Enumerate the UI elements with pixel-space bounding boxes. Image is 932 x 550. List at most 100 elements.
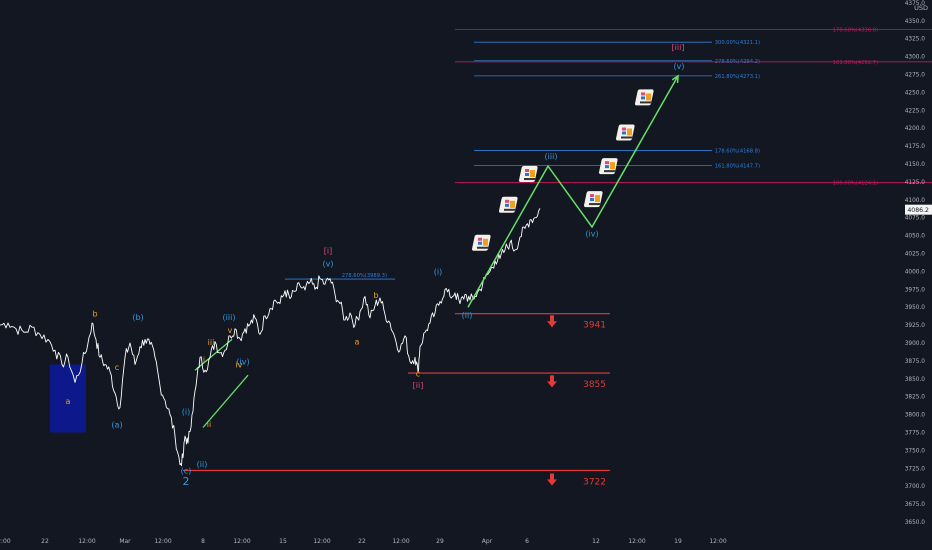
x-tick-label: Mar [119,538,131,545]
y-axis[interactable]: USD 3650.0 3675.0 3700.0 3725.0 3750.0 3775.0… [905,1,928,526]
wave-label: ii [207,420,211,429]
wave-label: c [416,370,420,379]
y-tick-label: 3800.0 [905,413,926,419]
y-tick-label: 4375.0 [905,1,926,7]
last-price-value: 4086.2 [907,207,929,214]
chart-sticker-icon [518,166,538,183]
y-tick-label: 4125.0 [905,180,926,186]
wave-label: b [92,310,97,319]
support-level-label: 3855 [583,380,606,390]
y-tick-label: 3700.0 [905,484,926,490]
y-tick-label: 3650.0 [905,520,926,526]
fib-level-label: 261.80%(4273.1) [715,74,760,80]
x-tick-label: 12:00 [709,538,726,545]
x-tick-label: 22 [358,538,366,545]
x-tick-label: 12:00 [78,538,95,545]
wave-label: a [355,337,360,346]
x-tick-label: 12:00 [0,538,11,545]
wave-label: i [203,355,205,364]
wave-label: (c) [181,466,192,475]
wave-label: v [228,326,233,335]
last-price-layer: 4086.2 [905,204,932,215]
fib-level-label: 100.00%(4124.1) [833,181,878,187]
wave-label: (iv) [585,229,598,238]
x-tick-label: 29 [436,538,444,545]
y-tick-label: 3875.0 [905,359,926,365]
shaded-box-layer [50,364,86,433]
support-level-label: 3941 [583,321,606,331]
wave-label: (iv) [236,357,249,366]
wave-label: (v) [323,259,334,268]
wave-labels-layer: abc(a)(b)(c)2(i)(ii)(iii)(iv)iiiviviii[i… [66,43,685,488]
wave-label: (i) [434,267,442,276]
y-tick-label: 4325.0 [905,37,926,43]
wave-label: (a) [111,420,122,429]
trendlines-layer [194,338,249,428]
y-tick-label: 4100.0 [905,198,926,204]
wave-label: (i) [182,408,190,417]
fib-level-label: 300.00%(4321.1) [715,40,760,46]
projection-layer [467,74,679,308]
down-arrow-icon [547,473,557,486]
y-tick-label: 4050.0 [905,234,926,240]
projection-path [467,75,679,308]
shaded-box [50,364,86,433]
wave-label: (iii) [545,152,558,161]
y-tick-label: 3775.0 [905,431,926,437]
y-tick-label: 3975.0 [905,287,926,293]
wave-label: (b) [132,313,143,322]
x-axis[interactable]: 12:00 22 12:00 Mar 12:00 8 12:00 15 12:00 22 12:00… [0,538,727,545]
x-tick-label: 12:00 [233,538,250,545]
wave-label: (v) [674,62,685,71]
support-levels-layer: 3941 3855 3722 [183,313,610,487]
x-tick-label: 12:00 [154,538,171,545]
y-tick-label: 4200.0 [905,126,926,132]
y-tick-label: 3900.0 [905,341,926,347]
y-tick-label: 3825.0 [905,395,926,401]
wave-label: iv [236,360,243,369]
last-price-tag [905,204,932,215]
wave-label: (ii) [462,311,473,320]
x-tick-label: 8 [201,538,205,545]
chart-sticker-icon [471,234,491,251]
x-tick-label: 12:00 [392,538,409,545]
y-tick-label: 3725.0 [905,466,926,472]
wave-label: (iii) [223,313,236,322]
chart-sticker-icon [598,158,618,175]
y-tick-label: 4075.0 [905,216,926,222]
trendline [202,374,249,428]
x-tick-label: 22 [41,538,49,545]
wave-label: a [66,397,71,406]
y-tick-label: 3750.0 [905,448,926,454]
wave-label: (ii) [197,460,208,469]
chart-sticker-icon [498,196,518,213]
trendline [194,338,233,371]
y-tick-label: 4300.0 [905,55,926,61]
wave-label: [ii] [413,381,424,390]
chart-sticker-icon [583,191,603,208]
down-arrows-layer [547,315,557,486]
fib-level-label: 178.60%(4168.8) [715,149,760,155]
y-tick-label: 3950.0 [905,305,926,311]
x-tick-label: 12:00 [313,538,330,545]
y-tick-label: 3925.0 [905,323,926,329]
x-tick-label: 6 [525,538,529,545]
wave-label: [iii] [672,43,685,52]
support-level-label: 3722 [583,477,606,487]
wave-label: [i] [324,247,332,256]
y-tick-label: 4150.0 [905,162,926,168]
y-tick-label: 4225.0 [905,108,926,114]
y-tick-label: 4350.0 [905,19,926,25]
x-tick-label: Apr [482,538,493,545]
fib-level-label: 161.80%(4147.7) [715,164,760,170]
fib-level-label: 178.60%(4338.0) [833,27,878,33]
y-tick-label: 4275.0 [905,73,926,79]
wave-label: c [115,363,119,372]
emoji-icons-layer [471,89,654,251]
wave-label: iii [208,338,215,347]
y-tick-label: 4175.0 [905,144,926,150]
projection-arrowhead [671,74,679,83]
wave-label: b [373,291,378,300]
fib-level-label: 278.60%(3989.3) [342,273,387,279]
